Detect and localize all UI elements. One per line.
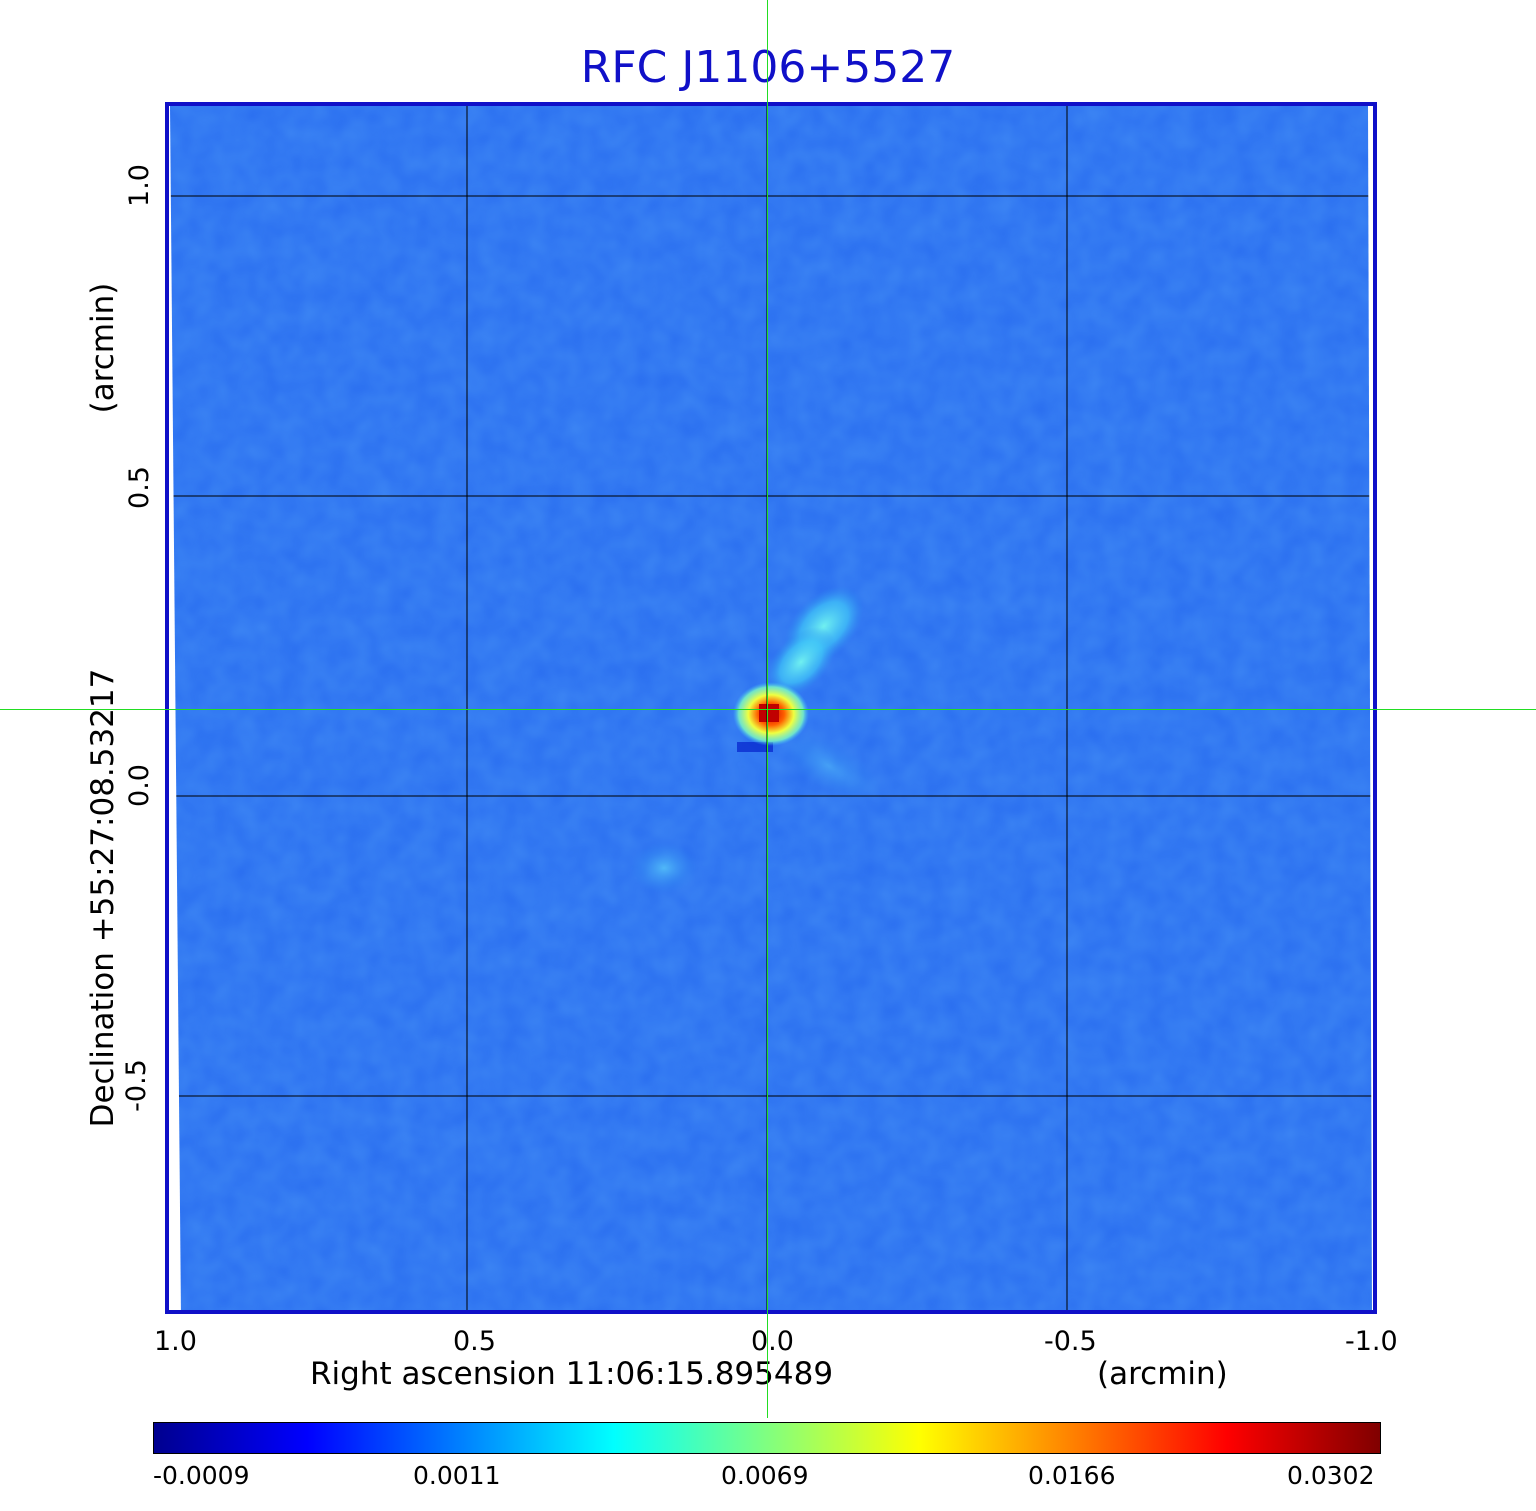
y-tick-label: -0.5 xyxy=(120,1059,152,1112)
x-tick-label: -0.5 xyxy=(1044,1326,1097,1357)
colorbar-tick-label: 0.0302 xyxy=(1287,1461,1375,1490)
image-title: RFC J1106+5527 xyxy=(580,42,956,93)
core-peak xyxy=(759,704,779,722)
colorbar-tick-label: 0.0069 xyxy=(721,1461,809,1490)
colorbar-tick-label: -0.0009 xyxy=(153,1461,250,1490)
sky-image-panel[interactable] xyxy=(165,102,1377,1314)
y-axis-unit: (arcmin) xyxy=(85,282,121,414)
colorbar-tick-label: 0.0011 xyxy=(413,1461,501,1490)
x-tick-label: 1.0 xyxy=(154,1326,197,1357)
negative-dip xyxy=(737,742,773,752)
image-edge-mask-left xyxy=(169,106,181,1310)
x-axis-label: Right ascension 11:06:15.895489 xyxy=(310,1356,834,1392)
x-axis-unit: (arcmin) xyxy=(1097,1356,1228,1392)
colorbar-tick-label: 0.0166 xyxy=(1028,1461,1116,1490)
faint-blob xyxy=(630,842,698,894)
x-tick-label: 0.0 xyxy=(751,1326,794,1357)
y-tick-label: 0.5 xyxy=(123,466,155,509)
x-tick-label: -1.0 xyxy=(1345,1326,1398,1357)
y-tick-label: 1.0 xyxy=(123,164,155,207)
crosshair-horizontal xyxy=(0,709,1536,710)
image-edge-mask xyxy=(1368,106,1373,1310)
y-axis-label: Declination +55:27:08.53217 xyxy=(85,668,121,1128)
faint-tail xyxy=(775,729,883,803)
x-tick-label: 0.5 xyxy=(453,1326,496,1357)
colorbar xyxy=(153,1422,1381,1454)
y-tick-label: 0.0 xyxy=(123,764,155,807)
jet-inner xyxy=(766,627,836,697)
sky-image xyxy=(169,106,1373,1310)
